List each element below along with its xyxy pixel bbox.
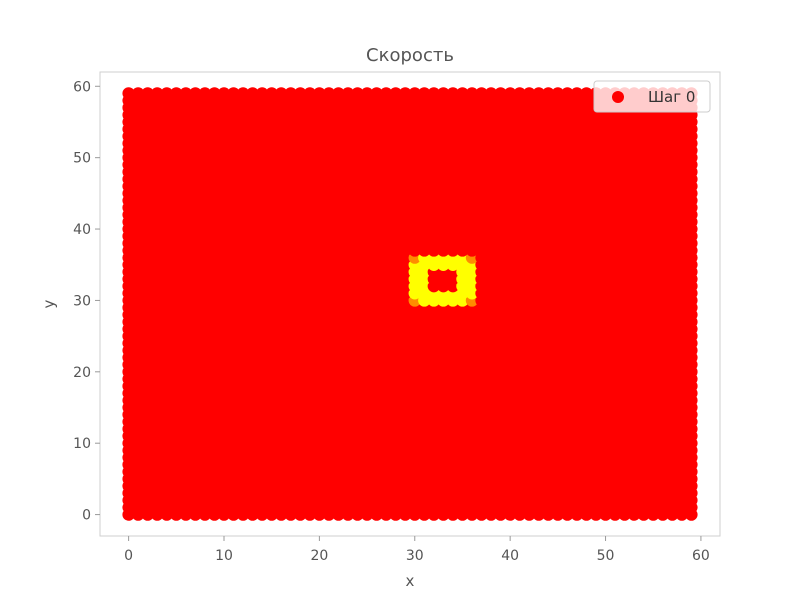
data-point xyxy=(475,87,488,100)
data-point xyxy=(523,87,536,100)
y-tick-label: 60 xyxy=(73,79,91,95)
data-point xyxy=(198,87,212,100)
data-point xyxy=(351,87,364,100)
data-point xyxy=(418,87,431,100)
data-point xyxy=(160,87,173,100)
data-point xyxy=(217,87,231,100)
data-point xyxy=(389,87,402,100)
y-tick-label: 10 xyxy=(73,436,91,452)
data-point xyxy=(532,87,545,100)
y-tick-label: 0 xyxy=(82,508,91,524)
data-point xyxy=(446,87,460,100)
data-point xyxy=(513,87,526,100)
x-axis-label: x xyxy=(406,572,415,590)
data-point xyxy=(151,87,164,100)
y-tick-label: 40 xyxy=(73,222,91,238)
y-tick-label: 20 xyxy=(73,365,91,381)
data-point xyxy=(322,87,336,100)
x-tick-label: 40 xyxy=(501,548,519,564)
y-tick-label: 30 xyxy=(73,293,91,309)
data-point xyxy=(265,87,278,100)
legend-marker xyxy=(612,91,624,103)
data-point xyxy=(503,87,517,100)
data-point xyxy=(255,87,269,100)
plot-frame xyxy=(99,71,721,537)
data-point xyxy=(303,87,317,100)
data-point xyxy=(427,87,441,100)
x-tick-label: 10 xyxy=(215,548,233,564)
data-point xyxy=(332,87,345,100)
data-point xyxy=(456,87,469,100)
data-point xyxy=(227,87,240,100)
data-point xyxy=(208,87,221,100)
data-point xyxy=(437,87,450,100)
data-point xyxy=(379,87,393,100)
y-tick-label: 50 xyxy=(73,151,91,167)
data-point xyxy=(170,87,183,100)
data-point xyxy=(284,87,297,100)
data-point xyxy=(313,87,326,100)
data-point xyxy=(370,87,383,100)
data-point xyxy=(494,87,507,100)
data-point xyxy=(294,87,307,100)
y-axis-label: y xyxy=(40,299,58,308)
data-point xyxy=(542,87,555,100)
data-point xyxy=(236,87,250,100)
data-point xyxy=(189,87,202,100)
data-point xyxy=(570,87,584,100)
legend-box xyxy=(593,80,711,113)
x-tick-label: 60 xyxy=(692,548,710,564)
data-point xyxy=(551,87,565,100)
legend-label: Шаг 0 xyxy=(648,88,695,106)
data-point xyxy=(131,87,145,100)
data-point xyxy=(141,87,154,100)
y-axis-ticks: 0 10 20 30 40 50 60 xyxy=(73,79,100,524)
legend: Шаг 0 xyxy=(593,80,711,113)
chart-title: Скорость xyxy=(366,45,454,66)
data-point xyxy=(341,87,355,100)
x-tick-label: 20 xyxy=(310,548,328,564)
points-layer xyxy=(122,87,698,521)
data-point xyxy=(484,87,498,100)
data-point xyxy=(580,87,593,100)
data-point xyxy=(179,87,193,100)
data-point xyxy=(246,87,259,100)
x-tick-label: 0 xyxy=(124,548,133,564)
data-point xyxy=(122,87,135,100)
data-point xyxy=(275,87,288,100)
data-point xyxy=(360,87,374,100)
x-axis-ticks: 0 10 20 30 40 50 60 xyxy=(124,536,710,564)
data-point xyxy=(399,87,412,100)
x-tick-label: 30 xyxy=(406,548,424,564)
data-point xyxy=(561,87,574,100)
x-tick-label: 50 xyxy=(597,548,615,564)
data-point xyxy=(465,87,479,100)
data-point xyxy=(408,87,421,100)
